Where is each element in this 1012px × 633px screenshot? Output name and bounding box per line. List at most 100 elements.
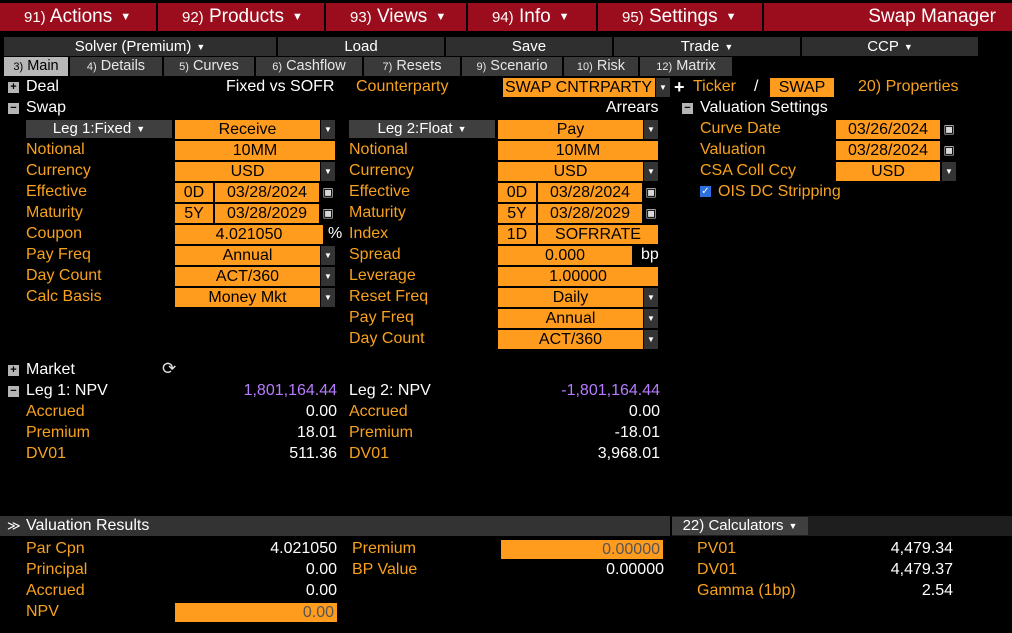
calendar-icon[interactable]: ▣ xyxy=(645,206,657,220)
tab-resets[interactable]: 7) Resets xyxy=(364,57,460,76)
collapse-results-icon[interactable]: ≫ xyxy=(7,518,21,533)
results-dv01-value: 4,479.37 xyxy=(890,561,953,578)
leg1-currency-dropdown-icon[interactable]: ▼ xyxy=(321,162,335,181)
calendar-icon[interactable]: ▣ xyxy=(322,206,334,220)
leg1-daycount-dropdown-icon[interactable]: ▼ xyxy=(321,267,335,286)
leg1-effective-date-field[interactable]: 03/28/2024 xyxy=(215,183,319,202)
leg2-resetfreq-dropdown-icon[interactable]: ▼ xyxy=(644,288,658,307)
ticker-field[interactable]: SWAP xyxy=(770,78,834,97)
leg2-notional-field[interactable]: 10MM xyxy=(498,141,658,160)
leg1-type-dropdown[interactable]: Leg 1:Fixed ▼ xyxy=(26,120,172,138)
tab-risk[interactable]: 10) Risk xyxy=(564,57,638,76)
tab-scenario[interactable]: 9) Scenario xyxy=(462,57,562,76)
leg2-leverage-field[interactable]: 1.00000 xyxy=(498,267,658,286)
leg2-maturity-offset-field[interactable]: 5Y xyxy=(498,204,536,223)
leg1-coupon-field[interactable]: 4.021050 xyxy=(175,225,323,244)
csa-field[interactable]: USD xyxy=(836,162,940,181)
leg1-payfreq-field[interactable]: Annual xyxy=(175,246,320,265)
leg2-premium-label: Premium xyxy=(349,424,414,441)
calendar-icon[interactable]: ▣ xyxy=(943,122,955,136)
coupon-unit: % xyxy=(328,225,343,242)
leg2-daycount-dropdown-icon[interactable]: ▼ xyxy=(644,330,658,349)
load-button[interactable]: Load xyxy=(278,37,444,56)
trade-button[interactable]: Trade ▼ xyxy=(614,37,800,56)
menu-views[interactable]: 93) Views ▼ xyxy=(326,3,466,31)
leg1-direction-dropdown-icon[interactable]: ▼ xyxy=(321,120,335,139)
leg2-daycount-field[interactable]: ACT/360 xyxy=(498,330,643,349)
results-npv-field[interactable]: 0.00 xyxy=(175,603,337,622)
menu-settings[interactable]: 95) Settings ▼ xyxy=(598,3,762,31)
leg2-accrued-value: 0.00 xyxy=(628,403,660,420)
results-dv01-label: DV01 xyxy=(697,561,738,578)
leg2-leverage-label: Leverage xyxy=(349,267,416,284)
curve-date-field[interactable]: 03/26/2024 xyxy=(836,120,940,139)
leg2-premium-value: -18.01 xyxy=(614,424,660,441)
leg2-index-field[interactable]: SOFRRATE xyxy=(538,225,658,244)
solver-button[interactable]: Solver (Premium) ▼ xyxy=(4,37,276,56)
ccp-button[interactable]: CCP ▼ xyxy=(802,37,978,56)
chevron-down-icon: ▼ xyxy=(558,11,570,23)
refresh-icon[interactable]: ⟳ xyxy=(162,359,177,378)
leg2-maturity-date-field[interactable]: 03/28/2029 xyxy=(538,204,642,223)
tab-curves[interactable]: 5) Curves xyxy=(164,57,254,76)
results-premium-field[interactable]: 0.00000 xyxy=(501,540,663,559)
add-icon[interactable]: + xyxy=(674,77,685,97)
leg2-index-tenor-field[interactable]: 1D xyxy=(498,225,536,244)
gamma-label: Gamma (1bp) xyxy=(697,582,796,599)
leg2-accrued-label: Accrued xyxy=(349,403,408,420)
menu-info[interactable]: 94) Info ▼ xyxy=(468,3,596,31)
leg1-daycount-field[interactable]: ACT/360 xyxy=(175,267,320,286)
chevron-down-icon: ▼ xyxy=(196,41,206,52)
leg2-spread-field[interactable]: 0.000 xyxy=(498,246,632,265)
leg1-direction-field[interactable]: Receive xyxy=(175,120,320,139)
tab-details[interactable]: 4) Details xyxy=(70,57,162,76)
save-button[interactable]: Save xyxy=(446,37,612,56)
leg2-currency-field[interactable]: USD xyxy=(498,162,643,181)
leg2-payfreq-field[interactable]: Annual xyxy=(498,309,643,328)
leg1-calcbasis-dropdown-icon[interactable]: ▼ xyxy=(321,288,335,307)
ois-checkbox[interactable]: ✓ xyxy=(700,186,711,197)
counterparty-field[interactable]: SWAP CNTRPARTY xyxy=(503,78,655,97)
leg2-direction-field[interactable]: Pay xyxy=(498,120,643,139)
collapse-valuation-settings-icon[interactable]: − xyxy=(682,103,693,114)
leg2-index-label: Index xyxy=(349,225,389,242)
calendar-icon[interactable]: ▣ xyxy=(322,185,334,199)
leg2-maturity-label: Maturity xyxy=(349,204,406,221)
leg2-currency-dropdown-icon[interactable]: ▼ xyxy=(644,162,658,181)
leg1-daycount-label: Day Count xyxy=(26,267,102,284)
leg1-notional-field[interactable]: 10MM xyxy=(175,141,335,160)
leg1-maturity-date-field[interactable]: 03/28/2029 xyxy=(215,204,319,223)
expand-deal-icon[interactable]: + xyxy=(8,82,19,93)
leg2-payfreq-dropdown-icon[interactable]: ▼ xyxy=(644,309,658,328)
menu-actions[interactable]: 91) Actions ▼ xyxy=(0,3,156,31)
leg2-resetfreq-field[interactable]: Daily xyxy=(498,288,643,307)
leg2-direction-dropdown-icon[interactable]: ▼ xyxy=(644,120,658,139)
arrears-label: Arrears xyxy=(606,99,659,116)
properties-link[interactable]: 20) Properties xyxy=(858,78,959,95)
leg2-effective-date-field[interactable]: 03/28/2024 xyxy=(538,183,642,202)
calendar-icon[interactable]: ▣ xyxy=(943,143,955,157)
results-accrued-value: 0.00 xyxy=(305,582,337,599)
leg1-maturity-offset-field[interactable]: 5Y xyxy=(175,204,213,223)
leg1-calcbasis-field[interactable]: Money Mkt xyxy=(175,288,320,307)
collapse-swap-icon[interactable]: − xyxy=(8,103,19,114)
expand-market-icon[interactable]: + xyxy=(8,365,19,376)
deal-label: Deal xyxy=(26,78,59,95)
leg1-effective-offset-field[interactable]: 0D xyxy=(175,183,213,202)
leg2-effective-offset-field[interactable]: 0D xyxy=(498,183,536,202)
leg1-payfreq-dropdown-icon[interactable]: ▼ xyxy=(321,246,335,265)
tab-main[interactable]: 3) Main xyxy=(4,57,68,76)
tab-matrix[interactable]: 12) Matrix xyxy=(640,57,732,76)
collapse-leg-npv-icon[interactable]: − xyxy=(8,386,19,397)
menu-products[interactable]: 92) Products ▼ xyxy=(158,3,324,31)
leg2-notional-label: Notional xyxy=(349,141,408,158)
calendar-icon[interactable]: ▣ xyxy=(645,185,657,199)
leg2-type-dropdown[interactable]: Leg 2:Float ▼ xyxy=(349,120,495,138)
tab-cashflow[interactable]: 6) Cashflow xyxy=(256,57,362,76)
counterparty-dropdown-icon[interactable]: ▼ xyxy=(656,78,670,97)
leg1-currency-field[interactable]: USD xyxy=(175,162,320,181)
calculators-dropdown[interactable]: 22) Calculators ▼ xyxy=(672,517,808,535)
csa-dropdown-icon[interactable]: ▼ xyxy=(942,162,956,181)
pv01-value: 4,479.34 xyxy=(890,540,953,557)
valuation-date-field[interactable]: 03/28/2024 xyxy=(836,141,940,160)
